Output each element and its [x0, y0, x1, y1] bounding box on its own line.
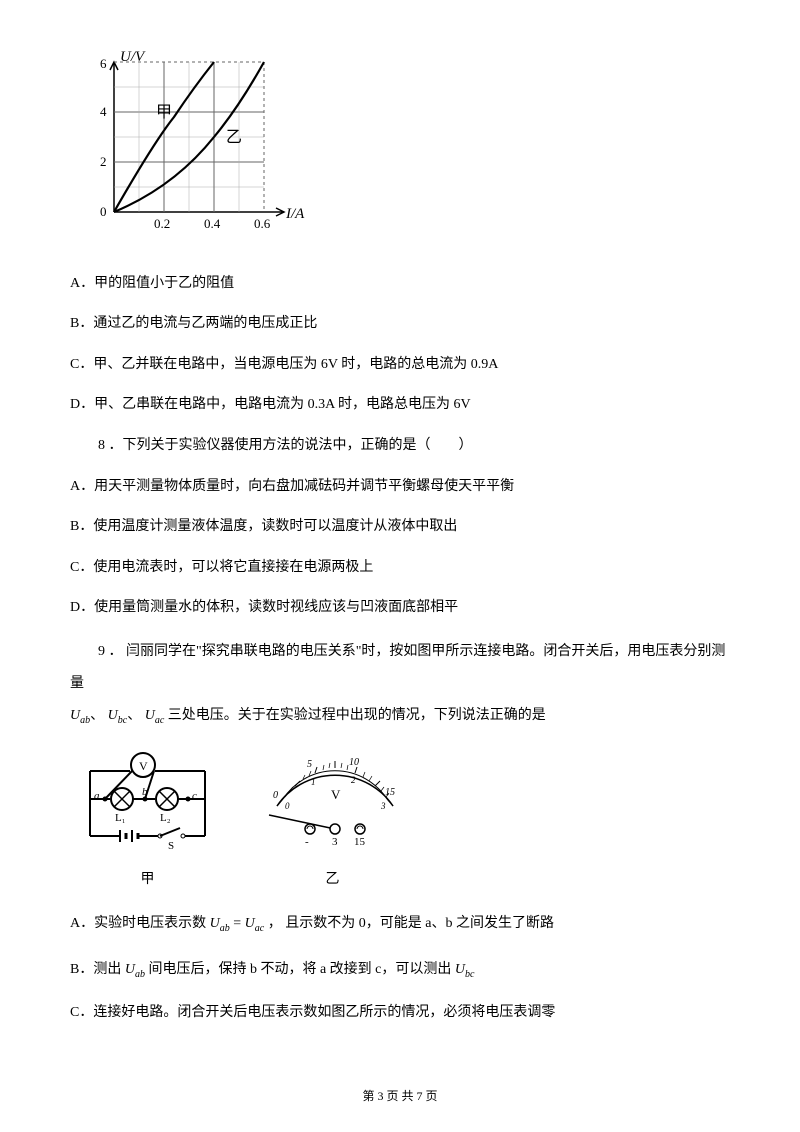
q8-option-d[interactable]: D．使用量筒测量水的体积，读数时视线应该与凹液面底部相平 — [70, 595, 730, 622]
sep2: 、 — [127, 708, 141, 723]
u-ab: Uab — [70, 708, 90, 723]
q8-option-b[interactable]: B．使用温度计测量液体温度，读数时可以温度计从液体中取出 — [70, 514, 730, 541]
svg-text:2: 2 — [351, 775, 356, 785]
q7-option-d[interactable]: D．甲、乙串联在电路中，电路电流为 0.3A 时，电路总电压为 6V — [70, 392, 730, 419]
circuit-diagram-jia: V a b c L₁ L₂ — [80, 751, 215, 894]
u-ac: Uac — [145, 708, 165, 723]
svg-text:0: 0 — [273, 790, 278, 801]
meter-diagram-yi: 0 5 10 15 0 1 2 3 V - 3 15 乙 — [255, 751, 410, 894]
q7-option-c[interactable]: C．甲、乙并联在电路中，当电源电压为 6V 时，电路的总电流为 0.9A — [70, 352, 730, 379]
label-jia: 甲 — [80, 867, 215, 894]
u-bc: Ubc — [108, 708, 128, 723]
q8-option-c[interactable]: C．使用电流表时，可以将它直接接在电源两极上 — [70, 555, 730, 582]
svg-text:3: 3 — [332, 836, 338, 848]
q9-stem: 9 ． 闫丽同学在"探究串联电路的电压关系"时，按如图甲所示连接电路。闭合开关后… — [70, 636, 730, 733]
q9-option-c[interactable]: C．连接好电路。闭合开关后电压表示数如图乙所示的情况，必须将电压表调零 — [70, 1000, 730, 1027]
svg-text:4: 4 — [100, 104, 107, 119]
page-footer: 第 3 页 共 7 页 — [0, 1085, 800, 1108]
svg-text:L₁: L₁ — [115, 812, 126, 824]
svg-text:0.4: 0.4 — [204, 216, 221, 231]
uv-chart: 甲 乙 0 2 4 6 0.2 0.4 0.6 U/V I/A — [70, 50, 730, 251]
svg-text:a: a — [94, 790, 100, 802]
sep1: 、 — [90, 708, 104, 723]
svg-text:10: 10 — [349, 757, 359, 768]
series-jia-label: 甲 — [156, 104, 172, 121]
svg-text:15: 15 — [354, 836, 366, 848]
q7-option-a[interactable]: A．甲的阻值小于乙的阻值 — [70, 271, 730, 298]
svg-text:S: S — [168, 840, 174, 851]
series-yi-label: 乙 — [226, 129, 242, 146]
svg-text:c: c — [192, 790, 197, 802]
q8-option-a[interactable]: A．用天平测量物体质量时，向右盘加减砝码并调节平衡螺母使天平平衡 — [70, 474, 730, 501]
y-axis-label: U/V — [120, 50, 146, 65]
q8-stem: 8 ．下列关于实验仪器使用方法的说法中，正确的是（ ） — [70, 433, 730, 460]
svg-text:V: V — [331, 787, 341, 802]
x-axis-label: I/A — [285, 206, 305, 222]
svg-text:b: b — [142, 786, 148, 798]
svg-text:0.6: 0.6 — [254, 216, 271, 231]
svg-text:V: V — [139, 759, 148, 773]
svg-text:5: 5 — [307, 759, 312, 770]
svg-text:0: 0 — [285, 801, 290, 811]
q9-option-a[interactable]: A．实验时电压表示数 Uab = Uac ， 且示数不为 0，可能是 a、b 之… — [70, 908, 730, 940]
svg-text:L₂: L₂ — [160, 812, 171, 824]
q9-option-b[interactable]: B．测出 Uab 间电压后，保持 b 不动，将 a 改接到 c，可以测出 Ubc — [70, 954, 730, 986]
svg-text:1: 1 — [311, 777, 316, 787]
svg-text:0: 0 — [100, 204, 107, 219]
q9-stem-text1: 9 ． 闫丽同学在"探究串联电路的电压关系"时，按如图甲所示连接电路。闭合开关后… — [70, 644, 725, 691]
svg-text:0.2: 0.2 — [154, 216, 170, 231]
svg-text:3: 3 — [380, 801, 386, 811]
q7-option-b[interactable]: B．通过乙的电流与乙两端的电压成正比 — [70, 311, 730, 338]
svg-text:2: 2 — [100, 154, 107, 169]
label-yi: 乙 — [255, 867, 410, 894]
svg-text:15: 15 — [385, 787, 395, 798]
svg-text:-: - — [305, 836, 309, 848]
svg-text:6: 6 — [100, 56, 107, 71]
q9-stem-text2: 三处电压。关于在实验过程中出现的情况，下列说法正确的是 — [168, 708, 546, 723]
